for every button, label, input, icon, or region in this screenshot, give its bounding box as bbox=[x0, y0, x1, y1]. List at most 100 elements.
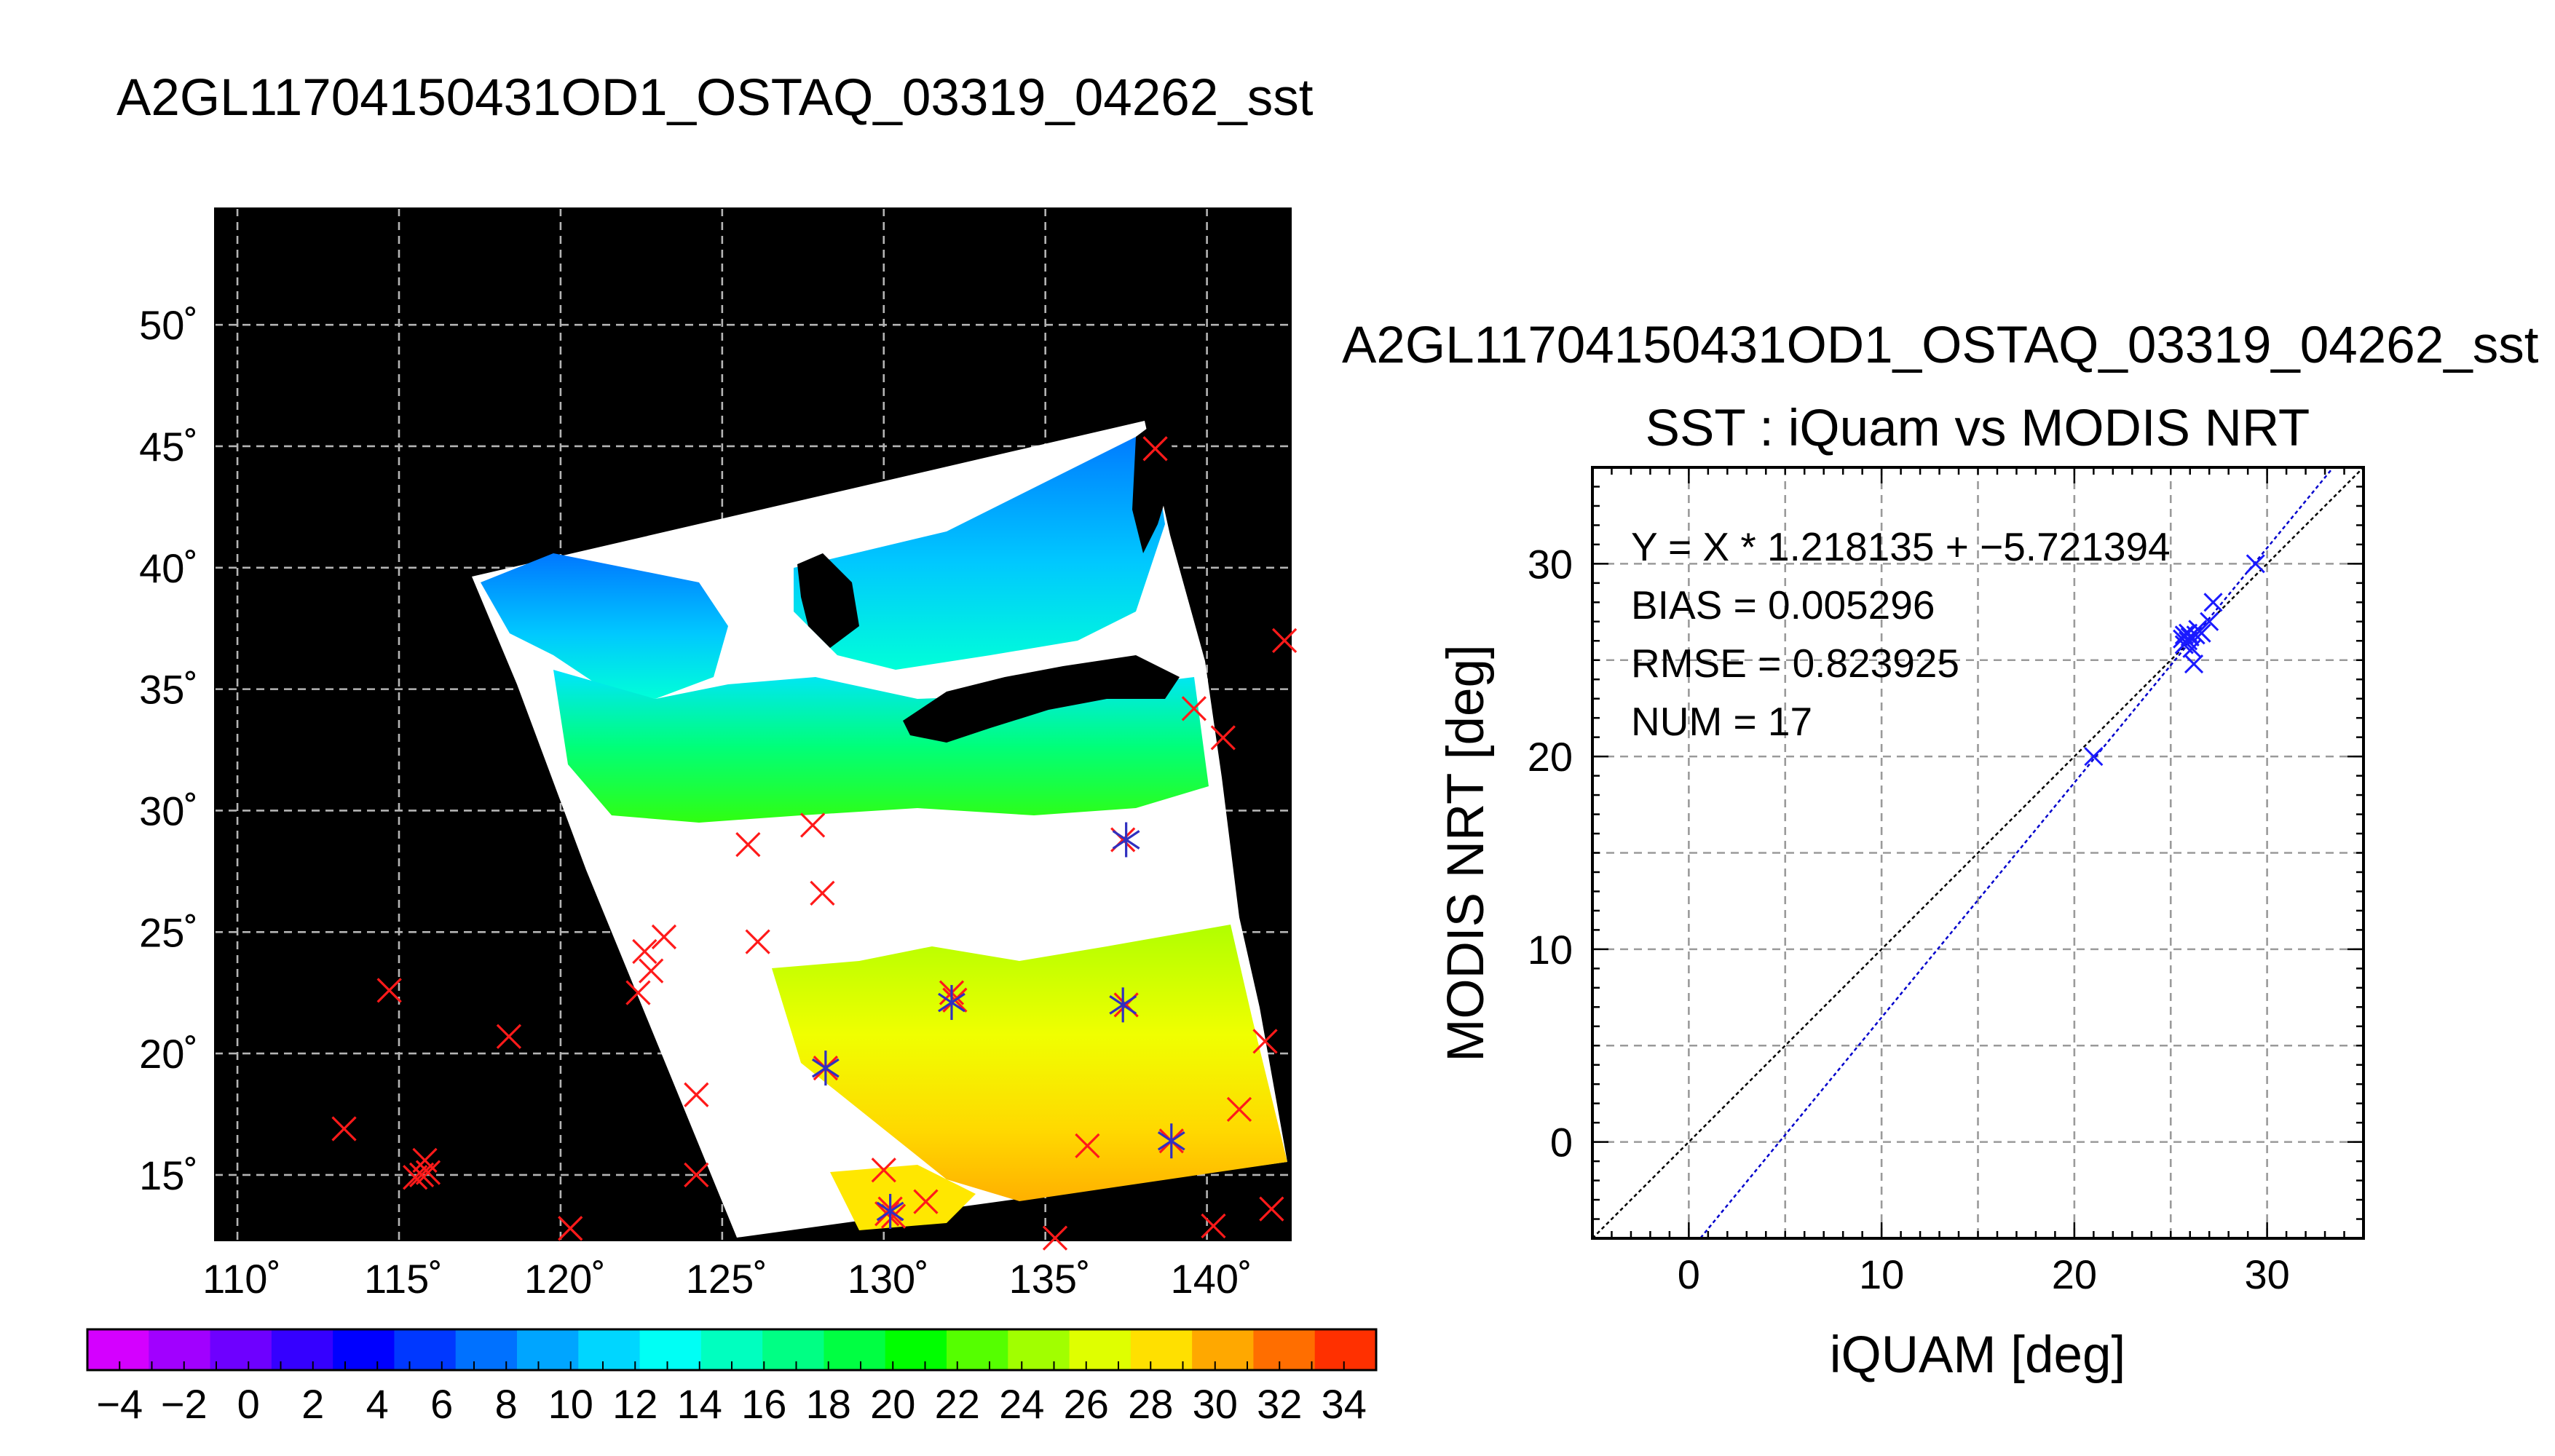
colorbar: −4 −2 0 2 4 6 8 10 12 14 16 18 20 22 24 26 28 30 32 34 bbox=[86, 1328, 1378, 1427]
land-korea bbox=[797, 553, 859, 648]
stats-block: Y = X * 1.218135 + −5.721394 BIAS = 0.00… bbox=[1631, 524, 2171, 744]
scatter-subtitle: SST : iQuam vs MODIS NRT bbox=[1646, 400, 2310, 457]
colorbar-swatch bbox=[824, 1329, 886, 1370]
matched-marker bbox=[876, 1193, 904, 1229]
insitu-marker bbox=[408, 1162, 435, 1188]
colorbar-swatch bbox=[1253, 1329, 1316, 1370]
scatter-point bbox=[2203, 593, 2223, 612]
colorbar-tick-label: 26 bbox=[1064, 1381, 1109, 1427]
insitu-marker bbox=[639, 958, 664, 984]
matched-marker bbox=[1157, 1123, 1185, 1159]
lat-tick-label: 25˚ bbox=[139, 909, 198, 955]
insitu-marker bbox=[684, 1162, 709, 1188]
scatter-ytick-label: 30 bbox=[1528, 541, 1573, 587]
lon-tick-label: 135˚ bbox=[1009, 1256, 1091, 1302]
colorbar-swatch bbox=[947, 1329, 1008, 1370]
scatter-xlabel: iQUAM [deg] bbox=[1830, 1326, 2125, 1384]
colorbar-border bbox=[86, 1328, 1378, 1372]
colorbar-tick-label: −2 bbox=[161, 1381, 208, 1427]
colorbar-swatches bbox=[87, 1329, 1377, 1370]
colorbar-tick-label: −4 bbox=[96, 1381, 143, 1427]
colorbar-tick-label: 28 bbox=[1128, 1381, 1173, 1427]
lat-tick-label: 50˚ bbox=[139, 302, 198, 348]
colorbar-swatch bbox=[87, 1329, 149, 1370]
lon-tick-label: 125˚ bbox=[686, 1256, 767, 1302]
scatter-ticks: 0 10 20 30 0 10 20 30 bbox=[1528, 466, 2365, 1297]
scatter-ytick-label: 20 bbox=[1528, 734, 1573, 780]
colorbar-tick-label: 34 bbox=[1322, 1381, 1367, 1427]
colorbar-tick-label: 32 bbox=[1257, 1381, 1302, 1427]
insitu-marker bbox=[745, 929, 770, 954]
insitu-marker bbox=[331, 1116, 357, 1142]
stats-equation: Y = X * 1.218135 + −5.721394 bbox=[1631, 524, 2171, 569]
scatter-point bbox=[2176, 633, 2196, 652]
matched-marker bbox=[811, 1051, 840, 1086]
insitu-marker bbox=[1201, 1213, 1226, 1239]
lat-tick-label: 40˚ bbox=[139, 545, 198, 591]
insitu-marker bbox=[651, 924, 677, 950]
matched-markers bbox=[811, 822, 1185, 1229]
colorbar-tick-label: 6 bbox=[430, 1381, 453, 1427]
sst-map: 15˚ 20˚ 25˚ 30˚ 35˚ 40˚ 45˚ 50˚ 110˚ 115˚ 120˚ 125… bbox=[139, 207, 1298, 1302]
one-to-one-line bbox=[1592, 467, 2364, 1238]
insitu-marker bbox=[810, 880, 835, 906]
insitu-marker bbox=[1259, 1196, 1284, 1222]
colorbar-tick-label: 18 bbox=[806, 1381, 851, 1427]
insitu-marker bbox=[558, 1216, 583, 1241]
scatter-point bbox=[2246, 554, 2265, 574]
scatter-ytick-label: 0 bbox=[1550, 1120, 1573, 1166]
colorbar-swatch bbox=[149, 1329, 211, 1370]
insitu-marker bbox=[799, 812, 826, 838]
stats-rmse: RMSE = 0.823925 bbox=[1631, 641, 1959, 686]
scatter-point bbox=[2188, 620, 2208, 639]
scatter-xtick-label: 0 bbox=[1678, 1251, 1700, 1297]
colorbar-tick-label: 12 bbox=[612, 1381, 657, 1427]
land-japan bbox=[903, 655, 1180, 743]
colorbar-swatch bbox=[639, 1329, 702, 1370]
insitu-marker bbox=[1042, 1225, 1068, 1251]
scatter-points bbox=[2084, 554, 2265, 767]
colorbar-swatch bbox=[455, 1329, 518, 1370]
colorbar-swatch bbox=[578, 1329, 641, 1370]
stats-num: NUM = 17 bbox=[1631, 699, 1812, 744]
colorbar-swatch bbox=[210, 1329, 272, 1370]
insitu-marker bbox=[1142, 436, 1168, 462]
lat-tick-label: 35˚ bbox=[139, 667, 198, 713]
colorbar-swatch bbox=[271, 1329, 333, 1370]
insitu-marker bbox=[913, 1189, 939, 1214]
lat-tick-label: 20˚ bbox=[139, 1031, 198, 1077]
colorbar-tick-label: 22 bbox=[935, 1381, 980, 1427]
lon-tick-label: 120˚ bbox=[524, 1256, 606, 1302]
scatter-title: A2GL11704150431OD1_OSTAQ_03319_04262_sst bbox=[1342, 317, 2539, 374]
stats-bias: BIAS = 0.005296 bbox=[1631, 582, 1935, 628]
insitu-marker bbox=[403, 1165, 428, 1190]
scatter-ytick-label: 10 bbox=[1528, 927, 1573, 973]
colorbar-tick-label: 8 bbox=[495, 1381, 518, 1427]
insitu-marker bbox=[632, 938, 657, 965]
sst-region-yellow-sea bbox=[481, 553, 728, 699]
scatter-grid bbox=[1592, 467, 2364, 1238]
lon-tick-label: 110˚ bbox=[202, 1256, 281, 1302]
insitu-marker bbox=[1226, 1096, 1252, 1122]
lon-tick-label: 140˚ bbox=[1171, 1256, 1252, 1302]
scatter-xtick-label: 20 bbox=[2052, 1251, 2097, 1297]
colorbar-tick-label: 10 bbox=[548, 1381, 593, 1427]
colorbar-swatch bbox=[1008, 1329, 1070, 1370]
scatter-xtick-label: 10 bbox=[1859, 1251, 1904, 1297]
insitu-marker bbox=[1075, 1133, 1100, 1159]
colorbar-swatch bbox=[394, 1329, 457, 1370]
colorbar-swatch bbox=[1314, 1329, 1377, 1370]
scatter-point bbox=[2084, 747, 2104, 767]
sst-region-south-2 bbox=[830, 1165, 976, 1230]
insitu-marker bbox=[1252, 1029, 1278, 1054]
colorbar-tick-label: 14 bbox=[677, 1381, 722, 1427]
scatter-chart: A2GL11704150431OD1_OSTAQ_03319_04262_sst… bbox=[1342, 317, 2539, 1384]
colorbar-tick-labels: −4 −2 0 2 4 6 8 10 12 14 16 18 20 22 24 26 28 30 32 34 bbox=[96, 1381, 1367, 1427]
matched-marker bbox=[1109, 987, 1137, 1023]
colorbar-tick-label: 20 bbox=[870, 1381, 915, 1427]
matched-marker bbox=[938, 985, 965, 1021]
scatter-xtick-label: 30 bbox=[2244, 1251, 2289, 1297]
land-japan-north bbox=[1132, 415, 1176, 553]
colorbar-tick-label: 0 bbox=[237, 1381, 260, 1427]
